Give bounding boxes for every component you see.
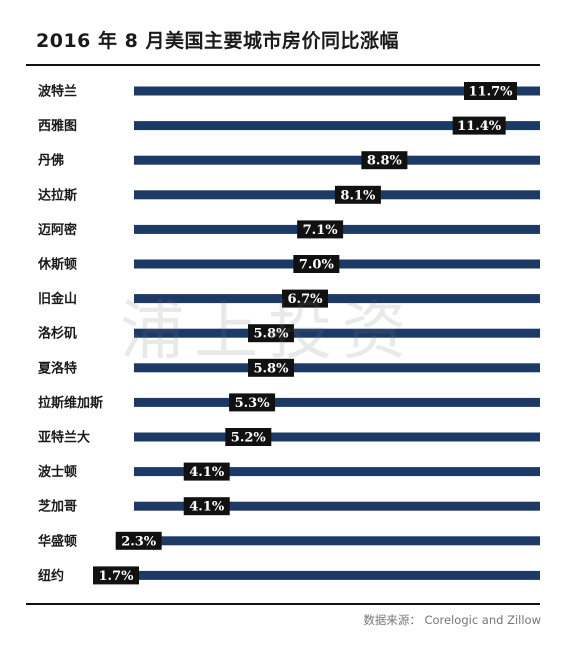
bar: [134, 328, 540, 338]
value-label: 11.4%: [457, 119, 502, 134]
value-label-box: [225, 428, 272, 446]
category-label: 洛杉矶: [38, 326, 77, 342]
bar: [134, 570, 540, 580]
category-label: 西雅图: [38, 118, 77, 134]
source-note: 数据来源： Corelogic and Zillow: [363, 613, 541, 627]
category-label: 波特兰: [38, 84, 77, 100]
category-label: 芝加哥: [38, 499, 77, 515]
value-label-box: [293, 255, 340, 273]
value-label-box: [334, 185, 381, 204]
value-label-box: [229, 393, 276, 412]
bar: [134, 536, 540, 546]
bar: [134, 155, 540, 165]
value-label: 5.2%: [231, 431, 267, 446]
bar: [134, 86, 540, 96]
category-label: 亚特兰大: [38, 430, 90, 446]
value-label-box: [361, 151, 408, 170]
value-label-box: [452, 116, 506, 135]
value-label-box: [464, 82, 517, 100]
value-label: 7.0%: [299, 258, 335, 273]
watermark: 浦上投资: [120, 295, 416, 369]
bar: [134, 467, 540, 477]
bar: [134, 121, 540, 131]
category-label: 纽约: [38, 568, 64, 584]
value-label: 5.3%: [235, 396, 271, 411]
bar: [134, 363, 540, 373]
bottom-rule: [26, 603, 540, 605]
bar: [134, 432, 540, 442]
value-label: 8.1%: [340, 188, 376, 203]
value-label-box: [183, 497, 230, 516]
value-label: 7.1%: [303, 223, 339, 238]
bar: [134, 294, 540, 304]
value-label: 11.7%: [468, 85, 513, 100]
category-label: 夏洛特: [37, 360, 77, 376]
category-label: 华盛顿: [38, 533, 77, 549]
category-label: 旧金山: [38, 291, 77, 307]
bar: [134, 397, 540, 407]
value-label-box: [297, 220, 344, 239]
value-label: 6.7%: [288, 292, 324, 307]
value-label-box: [282, 289, 328, 308]
bar: [134, 501, 540, 511]
top-rule: [26, 64, 540, 66]
value-label: 5.8%: [253, 327, 289, 342]
value-label: 5.8%: [253, 361, 289, 376]
value-label-box: [115, 531, 162, 550]
category-label: 休斯顿: [37, 257, 77, 273]
value-label-box: [247, 358, 294, 377]
value-label: 2.3%: [121, 534, 157, 549]
chart-title: 2016 年 8 月美国主要城市房价同比涨幅: [36, 30, 399, 52]
value-label-box: [183, 462, 230, 481]
value-label: 1.7%: [99, 569, 135, 584]
value-label-box: [247, 324, 294, 343]
value-label: 8.8%: [367, 154, 403, 169]
value-label: 4.1%: [189, 500, 225, 515]
category-label: 迈阿密: [38, 222, 77, 238]
category-label: 波士顿: [38, 464, 77, 480]
value-label: 4.1%: [189, 465, 225, 480]
value-label-box: [93, 566, 139, 585]
category-label: 达拉斯: [38, 187, 77, 203]
category-label: 丹佛: [38, 153, 64, 169]
category-label: 拉斯维加斯: [38, 395, 103, 411]
bars-layer: 波特兰 11.7% 西雅图 11.4% 丹佛 8.8% 达拉斯 8.1% 迈阿密 7.1% 休斯顿 7…: [37, 82, 540, 585]
